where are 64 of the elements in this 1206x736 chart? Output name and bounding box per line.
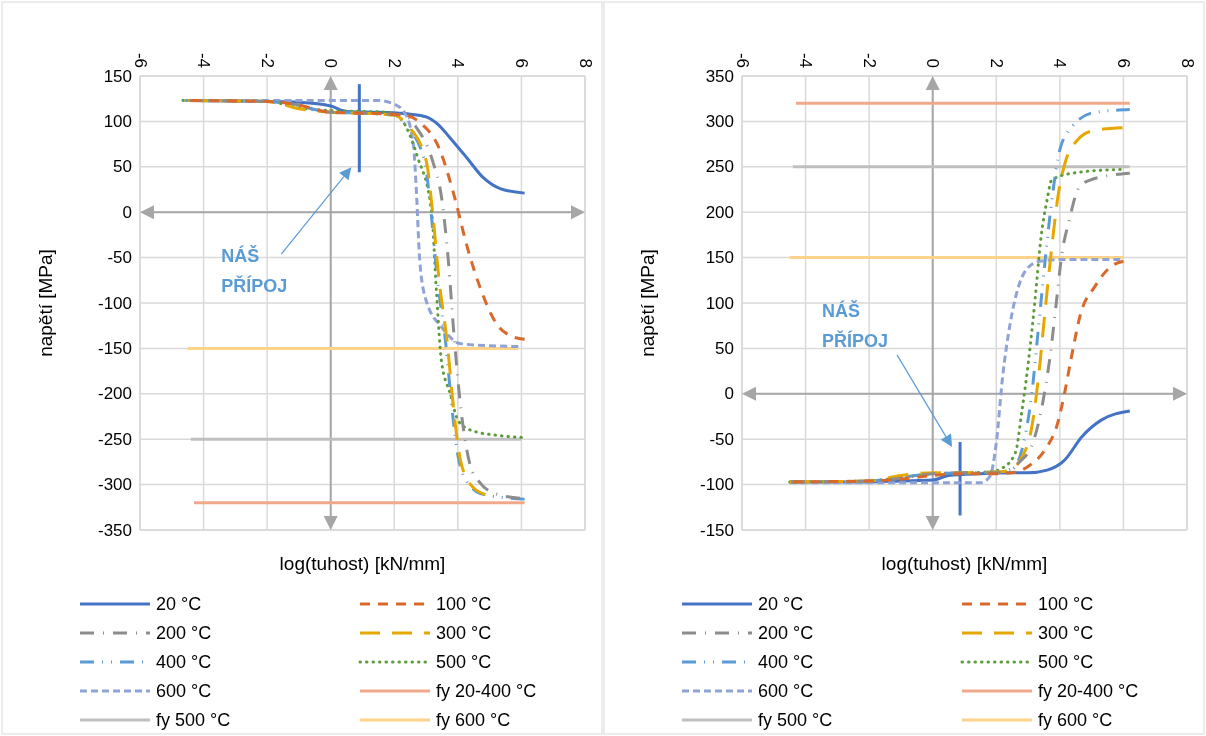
annotation: NÁŠ PŘÍPOJ [822, 299, 889, 351]
legend-label: 300 °C [436, 623, 492, 643]
legend-label: 20 °C [156, 594, 202, 614]
x-tick-label: 2 [384, 58, 404, 68]
x-tick-label: -2 [257, 52, 277, 68]
legend-label: fy 500 °C [758, 710, 833, 730]
y-tick-label: -50 [107, 248, 132, 268]
y-tick-label: 0 [122, 202, 132, 222]
y-tick-label: 100 [705, 293, 734, 313]
y-tick-label: -100 [97, 293, 132, 313]
legend-label: fy 20-400 °C [436, 681, 537, 701]
legend-label: 500 °C [436, 652, 492, 672]
y-tick-label: -100 [699, 475, 734, 495]
legend-label: 200 °C [156, 623, 212, 643]
legend-label: fy 500 °C [156, 710, 231, 730]
x-tick-label: 4 [448, 58, 468, 68]
y-tick-label: -300 [97, 475, 132, 495]
y-tick-label: -350 [97, 520, 132, 540]
y-tick-label: -50 [709, 429, 734, 449]
legend-label: fy 600 °C [436, 710, 511, 730]
legend-label: 100 °C [436, 594, 492, 614]
annotation: NÁŠ PŘÍPOJ [221, 245, 288, 297]
y-tick-label: 150 [705, 248, 734, 268]
x-tick-label: 8 [1177, 58, 1197, 68]
x-axis-title: log(tuhost) [kN/mm] [881, 553, 1048, 574]
x-tick-label: 6 [1113, 58, 1133, 68]
legend-label: fy 600 °C [1038, 710, 1113, 730]
y-tick-label: 50 [715, 338, 734, 358]
x-tick-label: 8 [575, 58, 595, 68]
legend-label: 600 °C [758, 681, 814, 701]
x-tick-label: -2 [859, 52, 879, 68]
legend-label: 500 °C [1038, 652, 1094, 672]
y-tick-label: 300 [705, 111, 734, 131]
legend-label: 400 °C [758, 652, 814, 672]
y-axis-title: napětí [MPa] [637, 249, 658, 357]
legend-label: fy 20-400 °C [1038, 681, 1139, 701]
x-tick-label: -4 [796, 52, 816, 68]
x-tick-label: 0 [321, 58, 341, 68]
y-tick-label: 0 [724, 384, 734, 404]
legend-label: 300 °C [1038, 623, 1094, 643]
x-tick-label: 2 [986, 58, 1006, 68]
x-tick-label: 0 [923, 58, 943, 68]
x-tick-label: 4 [1050, 58, 1070, 68]
legend-label: 600 °C [156, 681, 212, 701]
y-tick-label: 100 [103, 111, 132, 131]
legend-label: 200 °C [758, 623, 814, 643]
y-tick-label: -200 [97, 384, 132, 404]
y-tick-label: 150 [103, 66, 132, 86]
y-tick-label: 250 [705, 157, 734, 177]
x-tick-label: -6 [130, 52, 150, 68]
y-tick-label: -250 [97, 429, 132, 449]
y-axis-title: napětí [MPa] [35, 249, 56, 357]
y-tick-label: 50 [113, 157, 132, 177]
legend-label: 100 °C [1038, 594, 1094, 614]
y-tick-label: -150 [97, 338, 132, 358]
legend-label: 20 °C [758, 594, 804, 614]
x-tick-label: -4 [194, 52, 214, 68]
x-tick-label: -6 [732, 52, 752, 68]
legend-label: 400 °C [156, 652, 212, 672]
y-tick-label: 350 [705, 66, 734, 86]
y-tick-label: 200 [705, 202, 734, 222]
x-tick-label: 6 [511, 58, 531, 68]
y-tick-label: -150 [699, 520, 734, 540]
x-axis-title: log(tuhost) [kN/mm] [279, 553, 446, 574]
